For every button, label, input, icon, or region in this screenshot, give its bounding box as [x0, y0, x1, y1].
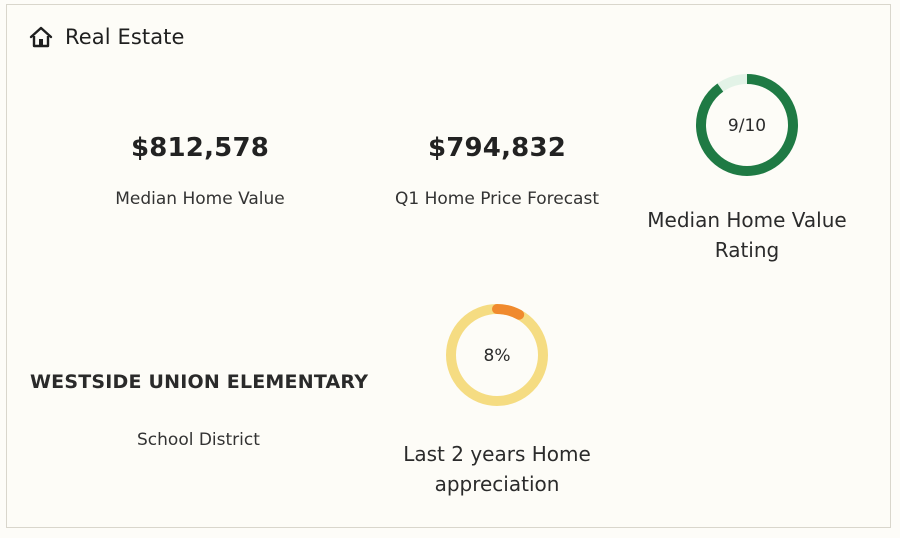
rating-value: 9/10 — [728, 116, 766, 136]
appreciation-label-line1: Last 2 years Home — [403, 442, 591, 466]
appreciation-ring-fill — [446, 304, 548, 406]
appreciation-label-line2: appreciation — [434, 472, 560, 496]
appreciation-ring: 8% — [446, 304, 548, 406]
school-district-name: WESTSIDE UNION ELEMENTARY — [30, 371, 369, 393]
rating-ring-fill — [696, 74, 798, 176]
appreciation-value: 8% — [484, 346, 511, 366]
rating-label: Median Home Value Rating — [627, 205, 867, 265]
rating-label-line1: Median Home Value — [647, 208, 847, 232]
card-title: Real Estate — [65, 25, 185, 49]
school-district-label: School District — [137, 430, 260, 450]
rating-widget: 9/10 Median Home Value Rating — [627, 71, 867, 265]
rating-ring: 9/10 — [696, 74, 798, 176]
rating-label-line2: Rating — [714, 238, 780, 262]
card-header: Real Estate — [29, 25, 185, 49]
median-home-value-stat: $812,578 Median Home Value — [100, 133, 300, 209]
forecast-label: Q1 Home Price Forecast — [394, 189, 600, 209]
median-home-value: $812,578 — [130, 133, 270, 163]
forecast-value: $794,832 — [427, 133, 567, 163]
home-icon — [29, 26, 53, 48]
real-estate-card: Real Estate $812,578 Median Home Value $… — [6, 4, 891, 528]
forecast-stat: $794,832 Q1 Home Price Forecast — [387, 133, 607, 209]
appreciation-widget: 8% Last 2 years Home appreciation — [377, 301, 617, 499]
appreciation-label: Last 2 years Home appreciation — [377, 439, 617, 499]
median-home-value-label: Median Home Value — [115, 189, 285, 209]
